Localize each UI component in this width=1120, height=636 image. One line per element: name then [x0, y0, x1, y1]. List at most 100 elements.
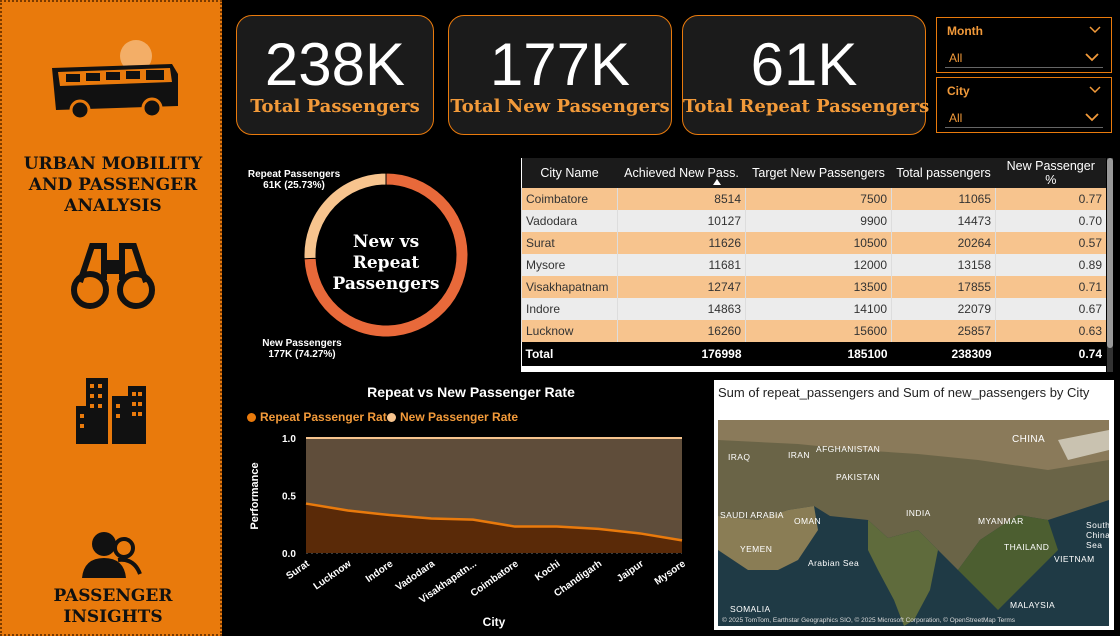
table-cell: 11681: [617, 254, 746, 276]
city-slicer[interactable]: City All: [936, 77, 1112, 133]
table-cell: 7500: [745, 188, 892, 210]
kpi-total-new-passengers: 177K Total New Passengers: [448, 15, 672, 135]
table-row[interactable]: Vadodara 10127 9900 14473 0.70: [521, 210, 1106, 232]
map-attribution: © 2025 TomTom, Earthstar Geographics SIO…: [722, 617, 1016, 624]
y-tick-label: 0.0: [282, 549, 296, 560]
table-cell: 14473: [891, 210, 996, 232]
kpi-total-passengers: 238K Total Passengers: [236, 15, 434, 135]
table-cell: 16260: [617, 320, 746, 342]
table-cell: 0.70: [995, 210, 1106, 232]
map-label: AFGHANISTAN: [816, 444, 881, 454]
map-label: MALAYSIA: [1010, 600, 1056, 610]
map-label: YEMEN: [740, 544, 773, 554]
app-title: URBAN MOBILITY AND PASSENGER ANALYSIS: [23, 154, 203, 216]
kpi-value: 61K: [750, 31, 858, 98]
legend-marker: [387, 412, 396, 422]
column-header-achieved[interactable]: Achieved New Pass.: [617, 158, 746, 188]
chevron-down-icon[interactable]: [1089, 84, 1101, 94]
table-cell: 0.67: [995, 298, 1106, 320]
map-label: PAKISTAN: [836, 472, 880, 482]
table-header-row: City Name Achieved New Pass. Target New …: [521, 158, 1106, 188]
table-cell: 0.89: [995, 254, 1106, 276]
map-label: Arabian Sea: [808, 558, 860, 568]
table-row[interactable]: Lucknow 16260 15600 25857 0.63: [521, 320, 1106, 342]
column-header-target[interactable]: Target New Passengers: [745, 158, 892, 188]
total-cell: 0.74: [995, 342, 1106, 366]
table-scrollbar[interactable]: [1107, 158, 1113, 372]
users-icon[interactable]: [82, 530, 142, 580]
legend-repeat[interactable]: Repeat Passenger Rate: [247, 410, 393, 424]
kpi-label: Total Repeat Passengers: [683, 96, 930, 117]
sort-ascending-icon[interactable]: [712, 178, 722, 186]
month-dropdown[interactable]: All: [945, 48, 1103, 68]
map-label: IRAQ: [728, 452, 751, 462]
map-visual[interactable]: Sum of repeat_passengers and Sum of new_…: [714, 380, 1114, 630]
table-cell: 0.71: [995, 276, 1106, 298]
table-cell: 0.57: [995, 232, 1106, 254]
y-tick-label: 0.5: [282, 492, 296, 503]
city-name-cell: Surat: [521, 232, 618, 254]
legend-marker: [247, 412, 256, 422]
table-row[interactable]: Coimbatore 8514 7500 11065 0.77: [521, 188, 1106, 210]
x-axis-label: City: [483, 615, 506, 629]
table-cell: 13500: [745, 276, 892, 298]
binoculars-icon[interactable]: [70, 240, 156, 310]
slicer-title: Month: [947, 24, 983, 38]
map-label: CHINA: [1012, 434, 1046, 445]
legend-new[interactable]: New Passenger Rate: [387, 410, 518, 424]
chevron-down-icon[interactable]: [1085, 52, 1099, 62]
map-label: VIETNAM: [1054, 554, 1095, 564]
bus-icon: [52, 40, 178, 120]
map-label: OMAN: [794, 516, 822, 526]
month-slicer[interactable]: Month All: [936, 17, 1112, 73]
x-tick-label: Indore: [364, 558, 396, 585]
chevron-down-icon[interactable]: [1085, 112, 1099, 122]
kpi-value: 238K: [264, 31, 406, 98]
city-table: City Name Achieved New Pass. Target New …: [521, 158, 1106, 372]
column-header-new-percent[interactable]: New Passenger %: [995, 158, 1106, 188]
kpi-value: 177K: [489, 31, 631, 98]
table-cell: 12747: [617, 276, 746, 298]
chevron-down-icon[interactable]: [1089, 24, 1101, 34]
donut-slice-repeat[interactable]: [303, 172, 387, 260]
repeat-rate-area[interactable]: [306, 503, 682, 553]
table-cell: 9900: [745, 210, 892, 232]
table-row[interactable]: Surat 11626 10500 20264 0.57: [521, 232, 1106, 254]
column-header-city[interactable]: City Name: [521, 158, 618, 188]
map-label: THAILAND: [1004, 542, 1050, 552]
repeat-rate-line[interactable]: [305, 502, 683, 542]
total-label: Total: [521, 342, 618, 366]
map-canvas[interactable]: CHINA IRAQ IRAN AFGHANISTAN PAKISTAN SAUDI AR…: [718, 420, 1109, 626]
donut-label-repeat: Repeat Passengers 61K (25.73%): [247, 169, 341, 191]
buildings-icon[interactable]: [76, 378, 148, 444]
table-cell: 14100: [745, 298, 892, 320]
table-cell: 10500: [745, 232, 892, 254]
map-label: MYANMAR: [978, 516, 1024, 526]
table-row[interactable]: Visakhapatnam 12747 13500 17855 0.71: [521, 276, 1106, 298]
x-tick-label: Mysore: [653, 558, 688, 587]
scrollbar-thumb[interactable]: [1107, 158, 1113, 348]
table-row[interactable]: Mysore 11681 12000 13158 0.89: [521, 254, 1106, 276]
table-cell: 13158: [891, 254, 996, 276]
column-header-total[interactable]: Total passengers: [891, 158, 996, 188]
y-tick-label: 1.0: [282, 434, 296, 445]
x-tick-label: Lucknow: [312, 558, 354, 592]
donut-label-new: New Passengers 177K (74.27%): [262, 338, 342, 360]
chart-title: Repeat vs New Passenger Rate: [367, 384, 575, 400]
table-total-row: Total 176998 185100 238309 0.74: [521, 342, 1106, 366]
total-cell: 185100: [745, 342, 892, 366]
table-cell: 15600: [745, 320, 892, 342]
table-row[interactable]: Indore 14863 14100 22079 0.67: [521, 298, 1106, 320]
table-cell: 20264: [891, 232, 996, 254]
donut-chart: [303, 172, 469, 338]
map-label: INDIA: [906, 508, 931, 518]
kpi-label: Total Passengers: [250, 96, 420, 117]
city-name-cell: Lucknow: [521, 320, 618, 342]
city-dropdown[interactable]: All: [945, 108, 1103, 128]
x-tick-label: Surat: [284, 558, 312, 582]
table-cell: 14863: [617, 298, 746, 320]
table-cell: 25857: [891, 320, 996, 342]
map-label: South China Sea: [1086, 520, 1109, 550]
city-name-cell: Vadodara: [521, 210, 618, 232]
